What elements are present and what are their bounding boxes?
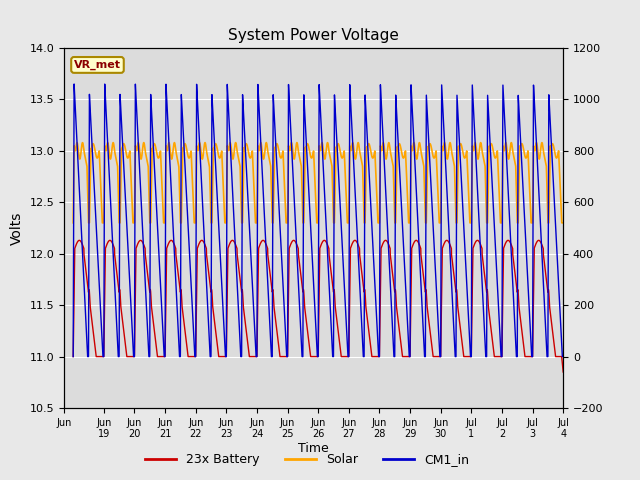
Y-axis label: Volts: Volts [10,211,24,245]
X-axis label: Time: Time [298,442,329,455]
Title: System Power Voltage: System Power Voltage [228,28,399,43]
Legend: 23x Battery, Solar, CM1_in: 23x Battery, Solar, CM1_in [140,448,474,471]
Text: VR_met: VR_met [74,60,121,70]
